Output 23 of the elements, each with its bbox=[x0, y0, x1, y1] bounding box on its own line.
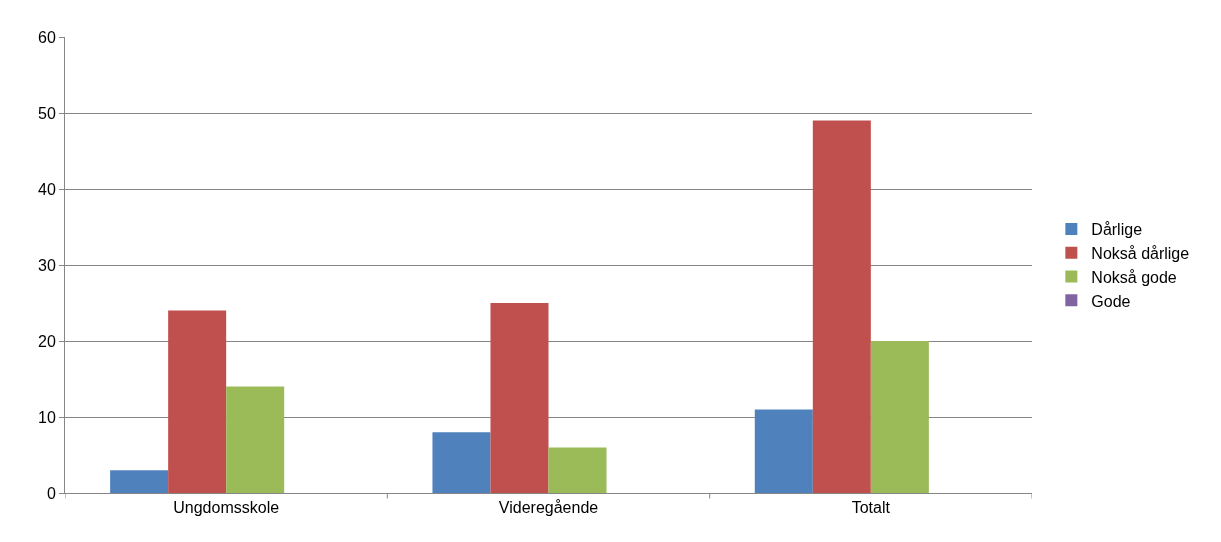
y-tick-label: 30 bbox=[38, 256, 56, 274]
bar bbox=[754, 409, 813, 493]
y-tick-label: 40 bbox=[38, 180, 56, 198]
y-tick-label: 10 bbox=[38, 408, 56, 426]
bar bbox=[110, 470, 169, 493]
bar bbox=[226, 386, 285, 493]
x-tick-label: Videregående bbox=[498, 499, 599, 517]
bar bbox=[490, 303, 549, 493]
y-tick-label: 50 bbox=[38, 104, 56, 122]
legend-label: Dårlige bbox=[1091, 221, 1143, 239]
legend-label: Nokså gode bbox=[1091, 268, 1177, 286]
y-tick-label: 0 bbox=[46, 484, 56, 502]
legend-label: Nokså dårlige bbox=[1091, 244, 1190, 262]
bar bbox=[548, 447, 607, 493]
bar bbox=[870, 341, 929, 493]
legend-label: Gode bbox=[1091, 292, 1131, 310]
x-tick-label: Ungdomsskole bbox=[173, 499, 280, 517]
x-tick-label: Totalt bbox=[851, 499, 891, 517]
y-tick-label: 20 bbox=[38, 332, 56, 350]
y-tick-label: 60 bbox=[38, 28, 56, 46]
bar bbox=[168, 310, 227, 493]
bar bbox=[432, 432, 491, 493]
bar bbox=[812, 120, 871, 493]
